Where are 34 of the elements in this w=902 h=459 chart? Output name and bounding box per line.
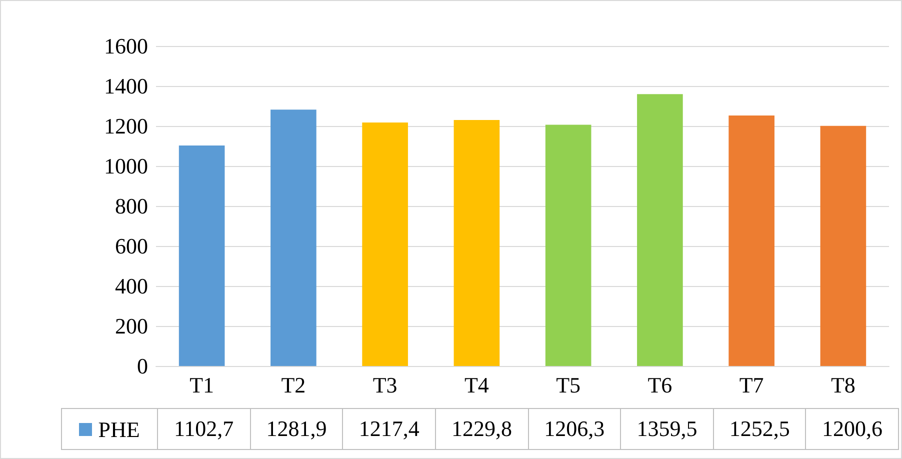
x-tick-label: T5 xyxy=(556,372,581,398)
y-tick-label: 1400 xyxy=(104,74,148,98)
bar xyxy=(270,110,316,366)
y-tick-label: 200 xyxy=(115,314,148,338)
x-tick-label: T3 xyxy=(372,372,398,398)
data-label: 1359,5 xyxy=(620,408,714,450)
x-tick-label: T2 xyxy=(281,372,306,398)
y-tick-label: 1200 xyxy=(104,114,148,138)
y-tick-label: 600 xyxy=(115,234,148,258)
data-label: 1229,8 xyxy=(435,408,528,450)
bar xyxy=(637,94,683,366)
bar xyxy=(545,124,592,366)
data-label: 1102,7 xyxy=(158,408,250,450)
y-tick-label: 1600 xyxy=(104,34,148,58)
data-label: 1206,3 xyxy=(528,408,621,450)
bar xyxy=(454,120,500,366)
x-tick-label: T6 xyxy=(648,372,672,398)
x-tick-label: T8 xyxy=(830,372,856,398)
data-label: 1200,6 xyxy=(806,408,898,450)
y-tick-label: 1000 xyxy=(104,154,148,178)
y-tick-label: 400 xyxy=(115,274,148,298)
bar xyxy=(362,122,408,366)
data-label: 1281,9 xyxy=(250,408,343,450)
x-tick-label: T4 xyxy=(464,372,489,398)
bar xyxy=(178,145,225,366)
y-tick-label: 800 xyxy=(115,194,148,218)
x-tick-label: T7 xyxy=(739,372,764,398)
x-tick-label: T1 xyxy=(190,372,214,398)
data-label: 1252,5 xyxy=(713,408,806,450)
bar xyxy=(820,126,866,366)
data-label: 1217,4 xyxy=(342,408,436,450)
y-tick-label: 0 xyxy=(137,354,148,378)
legend-label: PHE xyxy=(98,416,140,442)
bar xyxy=(728,116,774,366)
